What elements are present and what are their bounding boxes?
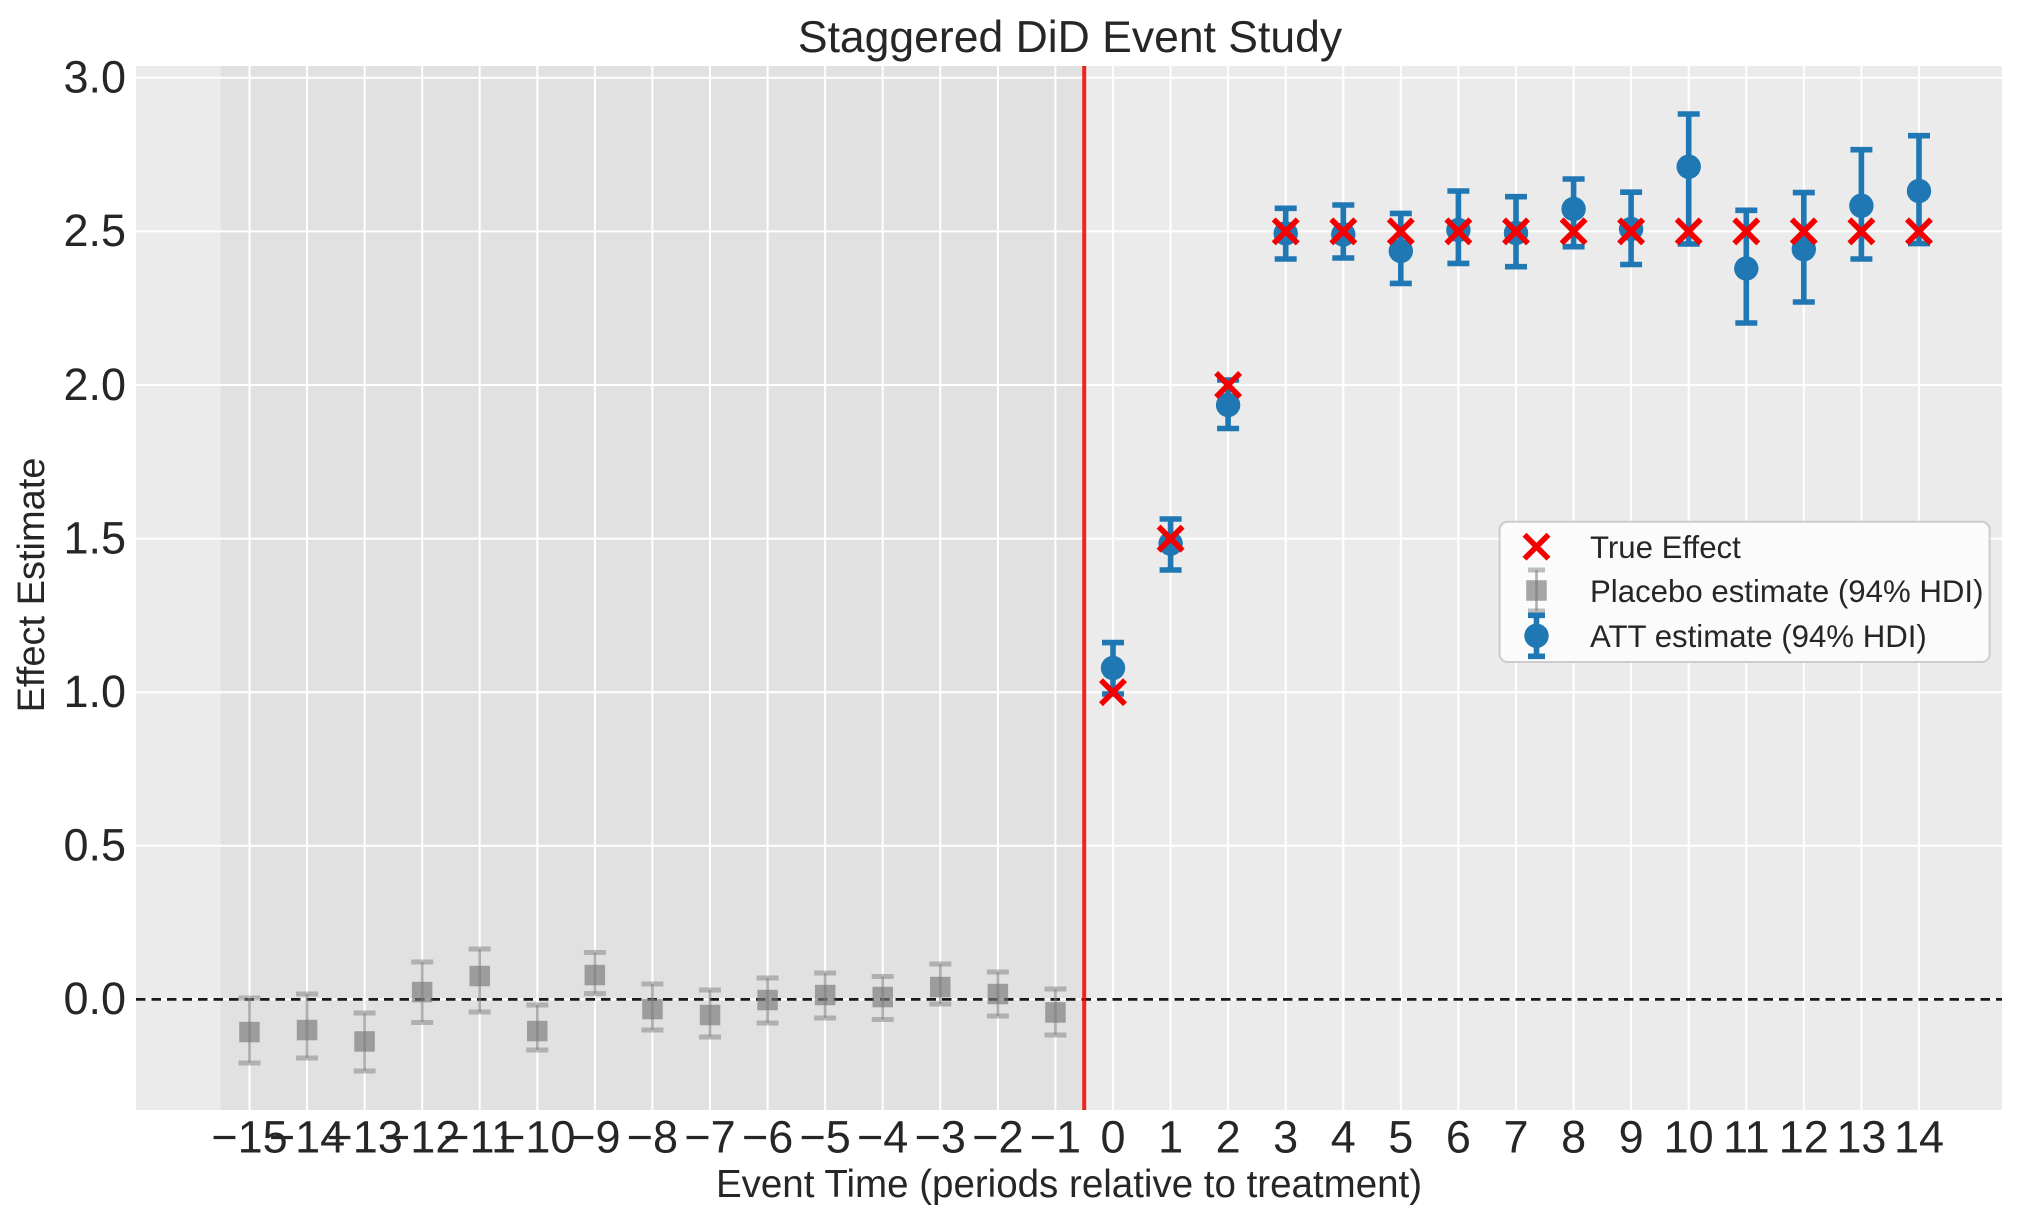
svg-text:12: 12 [1779, 1112, 1829, 1163]
svg-text:2.5: 2.5 [63, 205, 126, 256]
svg-text:−11: −11 [443, 1112, 516, 1163]
svg-text:Staggered DiD Event Study: Staggered DiD Event Study [798, 13, 1343, 62]
svg-text:−4: −4 [857, 1112, 908, 1163]
svg-text:0.5: 0.5 [63, 820, 126, 871]
svg-text:−2: −2 [972, 1112, 1023, 1163]
svg-text:−14: −14 [269, 1112, 345, 1163]
svg-text:10: 10 [1664, 1112, 1714, 1163]
svg-text:−8: −8 [627, 1112, 678, 1163]
svg-text:ATT estimate (94% HDI): ATT estimate (94% HDI) [1590, 619, 1927, 654]
svg-text:Placebo estimate (94% HDI): Placebo estimate (94% HDI) [1590, 574, 1983, 609]
svg-text:0: 0 [1100, 1112, 1125, 1163]
svg-text:8: 8 [1561, 1112, 1586, 1163]
svg-text:−12: −12 [384, 1112, 460, 1163]
svg-text:14: 14 [1894, 1112, 1944, 1163]
svg-text:−7: −7 [684, 1112, 735, 1163]
svg-text:3: 3 [1273, 1112, 1298, 1163]
svg-text:1.0: 1.0 [63, 666, 126, 717]
svg-text:2.0: 2.0 [63, 359, 126, 410]
svg-text:Effect Estimate: Effect Estimate [11, 458, 53, 713]
svg-text:True Effect: True Effect [1590, 530, 1741, 565]
svg-text:3.0: 3.0 [63, 52, 126, 103]
svg-text:5: 5 [1388, 1112, 1413, 1163]
svg-text:−10: −10 [499, 1112, 575, 1163]
svg-text:0.0: 0.0 [63, 973, 126, 1024]
svg-text:−15: −15 [211, 1112, 287, 1163]
svg-text:1: 1 [1158, 1112, 1183, 1163]
svg-text:−1: −1 [1030, 1112, 1081, 1163]
svg-text:7: 7 [1503, 1112, 1528, 1163]
svg-text:13: 13 [1836, 1112, 1886, 1163]
svg-text:−6: −6 [742, 1112, 793, 1163]
svg-text:6: 6 [1446, 1112, 1471, 1163]
svg-text:2: 2 [1216, 1112, 1241, 1163]
svg-text:11: 11 [1723, 1112, 1770, 1163]
svg-text:−3: −3 [915, 1112, 966, 1163]
svg-text:−5: −5 [799, 1112, 850, 1163]
svg-text:4: 4 [1331, 1112, 1356, 1163]
svg-text:Event Time (periods relative t: Event Time (periods relative to treatmen… [716, 1163, 1422, 1206]
svg-text:1.5: 1.5 [63, 512, 126, 563]
svg-text:−9: −9 [569, 1112, 620, 1163]
svg-text:−13: −13 [326, 1112, 402, 1163]
svg-text:9: 9 [1619, 1112, 1644, 1163]
